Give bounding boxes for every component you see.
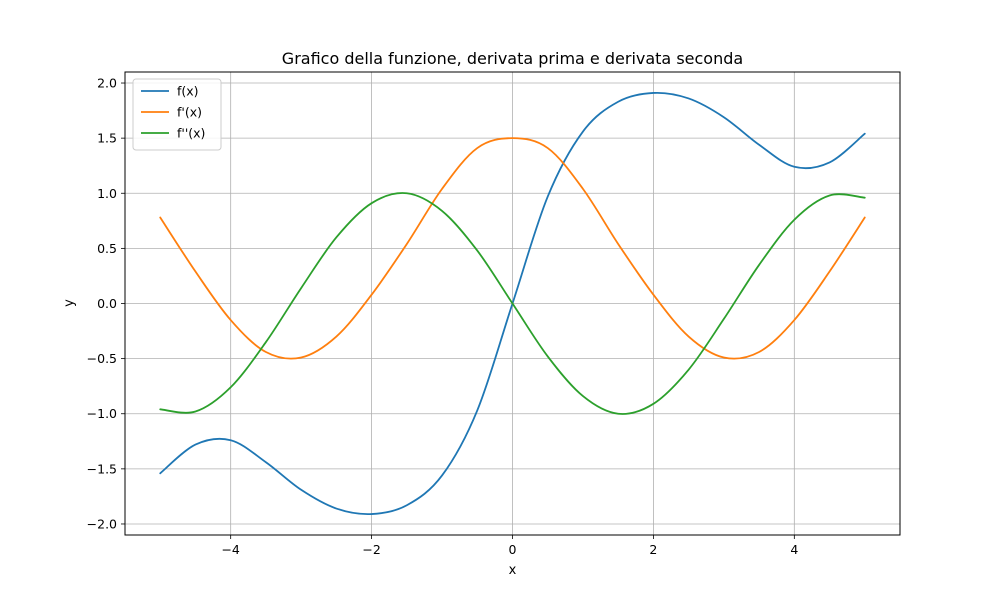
x-axis-label: x <box>509 563 517 578</box>
y-tick-label: 1.5 <box>97 131 117 146</box>
legend: f(x) f'(x) f''(x) <box>132 78 222 151</box>
y-tick-label: 0.5 <box>97 241 117 256</box>
series-line-2 <box>159 192 866 415</box>
chart-title: Grafico della funzione, derivata prima e… <box>282 49 743 68</box>
legend-label: f''(x) <box>177 126 205 141</box>
y-axis-label: y <box>62 299 77 307</box>
x-tick-label: 2 <box>649 542 657 557</box>
x-tick-label: 4 <box>790 542 798 557</box>
y-tick-label: 0.0 <box>97 296 117 311</box>
y-tick-label: −1.0 <box>87 406 117 421</box>
ticks: −4 −2 0 2 4 −2.0 −1.5 −1.0 −0.5 0.0 0.5 1.0 1.5 2.0 <box>87 76 799 557</box>
series-group <box>159 91 866 516</box>
y-tick-label: −0.5 <box>87 351 117 366</box>
x-tick-label: −2 <box>362 542 380 557</box>
y-tick-label: −1.5 <box>87 461 117 476</box>
y-tick-label: −2.0 <box>87 516 117 531</box>
x-tick-label: 0 <box>509 542 517 557</box>
y-tick-label: 1.0 <box>97 186 117 201</box>
legend-label: f'(x) <box>177 105 202 120</box>
x-tick-label: −4 <box>221 542 239 557</box>
legend-label: f(x) <box>177 84 199 99</box>
y-tick-label: 2.0 <box>97 76 117 91</box>
series-line-1 <box>159 137 866 360</box>
